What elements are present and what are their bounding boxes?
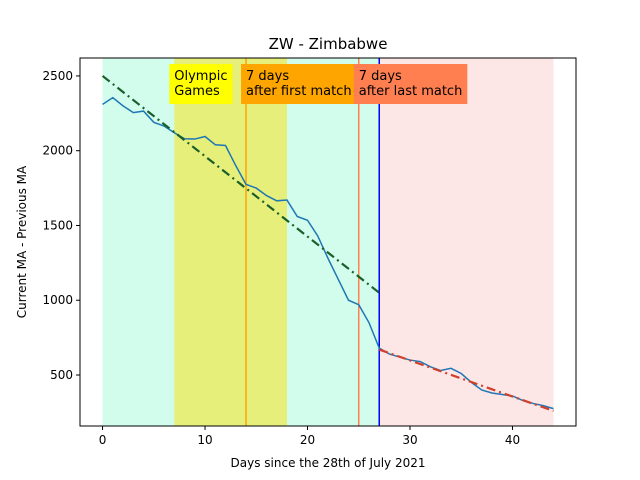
y-tick-label: 2000	[42, 144, 73, 158]
annotation-text: after last match	[359, 84, 463, 99]
annotation-box	[241, 64, 357, 104]
y-tick-label: 2500	[42, 69, 73, 83]
x-tick-label: 30	[402, 433, 417, 447]
y-tick-label: 1000	[42, 293, 73, 307]
y-axis-label: Current MA - Previous MA	[15, 165, 29, 318]
y-tick-label: 1500	[42, 218, 73, 232]
x-tick-label: 0	[99, 433, 107, 447]
line-series	[378, 348, 554, 412]
annotation-text: 7 days	[359, 69, 402, 84]
x-axis-label: Days since the 28th of July 2021	[231, 456, 426, 470]
chart-title: ZW - Zimbabwe	[269, 35, 388, 53]
span	[174, 58, 288, 426]
line-series	[101, 75, 380, 294]
x-tick-label: 20	[300, 433, 315, 447]
x-tick-label: 10	[197, 433, 212, 447]
annotation-text: 7 days	[246, 69, 289, 84]
y-tick-label: 500	[50, 368, 73, 382]
annotation-text: after first match	[246, 84, 352, 99]
annotation-box	[353, 64, 468, 104]
annotation-text: Games	[174, 84, 220, 99]
x-tick-label: 40	[505, 433, 520, 447]
plot-frame	[79, 57, 577, 427]
annotation-text: Olympic	[174, 69, 227, 84]
annotation-box	[169, 64, 233, 104]
span	[379, 58, 554, 426]
